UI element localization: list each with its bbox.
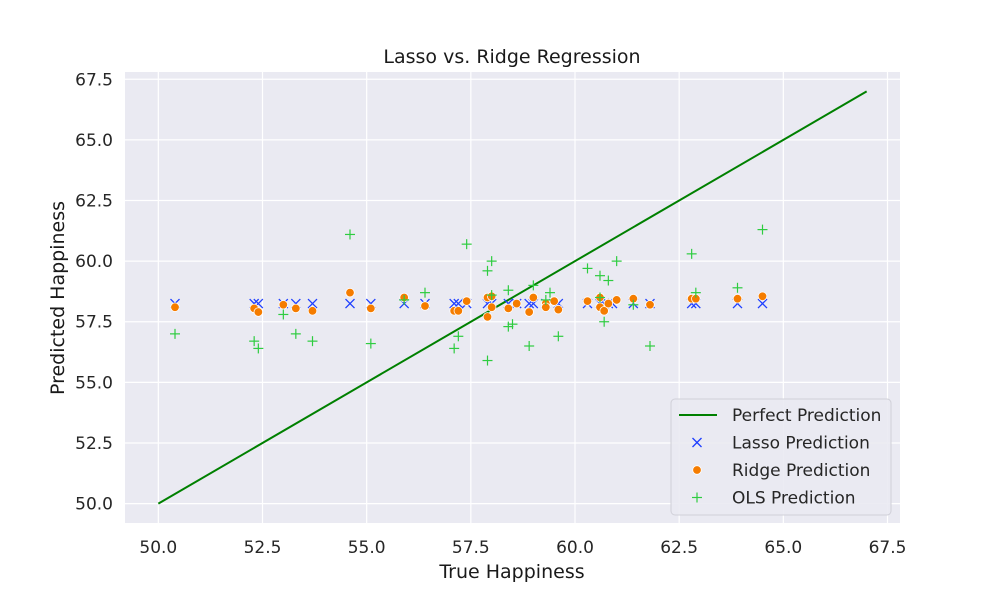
ols-point [420, 287, 430, 298]
legend-lasso-point-swatch [692, 437, 702, 448]
legend-label: Ridge Prediction [732, 461, 870, 481]
ols-point [449, 343, 460, 354]
ridge-point [291, 303, 301, 314]
ols-point [290, 328, 301, 339]
x-tick-label: 55.0 [348, 538, 386, 558]
ols-point [365, 338, 376, 349]
ridge-point [307, 306, 318, 316]
x-axis-label: True Happiness [438, 561, 584, 583]
ridge-point [528, 292, 539, 303]
ridge-point [511, 298, 522, 309]
ols-point [645, 340, 655, 351]
ridge-point [611, 295, 622, 305]
ridge-point [253, 307, 264, 317]
ridge-point [549, 296, 559, 306]
perfect-prediction-line [157, 90, 868, 505]
y-tick-label: 62.5 [75, 192, 113, 212]
y-tick-label: 65.0 [75, 131, 113, 151]
ridge-point [582, 296, 593, 306]
ols-point [690, 287, 701, 298]
ols-point [253, 343, 264, 354]
legend-label: Lasso Prediction [732, 434, 870, 454]
ridge-point [170, 302, 180, 312]
ols-point [757, 224, 768, 235]
x-tick-label: 67.5 [869, 538, 907, 558]
lasso-point [345, 298, 355, 309]
x-tick-label: 57.5 [452, 538, 490, 558]
ridge-point [732, 294, 743, 304]
ridge-point [599, 306, 609, 316]
data-marks [157, 90, 868, 505]
y-tick-label: 55.0 [75, 373, 113, 393]
ols-point [503, 285, 514, 296]
ols-point [507, 319, 518, 330]
x-tick-label: 62.5 [660, 538, 698, 558]
ols-point [486, 290, 497, 301]
ols-point [595, 270, 605, 281]
ridge-point [757, 291, 768, 301]
y-tick-label: 60.0 [75, 252, 113, 272]
ols-point [249, 336, 260, 347]
ols-point [486, 256, 497, 267]
x-tick-label: 52.5 [244, 538, 282, 558]
x-tick-label: 50.0 [139, 538, 177, 558]
y-tick-label: 67.5 [75, 70, 113, 90]
ridge-point [553, 304, 564, 315]
ols-point [553, 331, 564, 342]
ols-point [461, 239, 472, 250]
ols-point [453, 331, 464, 342]
ols-point [170, 328, 180, 339]
ridge-point [645, 300, 655, 310]
ols-point [686, 248, 697, 259]
legend-box [670, 398, 892, 516]
ols-point [628, 299, 639, 310]
chart-title: Lasso vs. Ridge Regression [383, 46, 640, 68]
ridge-point [486, 302, 497, 312]
legend-label: OLS Prediction [732, 489, 856, 509]
ols-point [307, 336, 318, 347]
ridge-point [482, 312, 493, 322]
ols-point [545, 287, 555, 298]
x-tick-label: 60.0 [556, 538, 594, 558]
ridge-point [420, 301, 430, 311]
ols-point [528, 280, 539, 291]
ols-point [524, 340, 535, 351]
ridge-point [503, 303, 514, 314]
ridge-point [453, 306, 464, 316]
legend-ridge-point-swatch [692, 465, 702, 475]
ols-point [732, 282, 743, 293]
ols-point [599, 316, 610, 327]
y-tick-label: 57.5 [75, 313, 113, 333]
legend-ols-point-swatch [692, 492, 702, 503]
ridge-point [366, 303, 376, 314]
ols-point [399, 294, 410, 305]
y-tick-label: 52.5 [75, 434, 113, 454]
ols-point [278, 309, 289, 320]
y-tick-label: 50.0 [75, 495, 113, 515]
ols-point [603, 275, 614, 286]
legend-label: Perfect Prediction [732, 406, 881, 426]
lasso-point [307, 298, 318, 309]
ols-point [611, 256, 622, 267]
ridge-point [524, 307, 534, 317]
ols-point [482, 355, 493, 366]
ols-point [503, 321, 514, 332]
ridge-point [345, 287, 355, 298]
ridge-point [278, 300, 289, 310]
ols-point [482, 265, 493, 276]
ols-point [582, 263, 593, 274]
x-tick-label: 65.0 [764, 538, 802, 558]
ols-point [345, 229, 355, 240]
ols-point [595, 292, 605, 303]
ridge-point [603, 298, 614, 309]
ridge-point [461, 296, 472, 306]
ols-point [540, 294, 551, 305]
legend: Perfect Prediction Lasso Prediction Ridge … [670, 398, 892, 516]
y-axis-label: Predicted Happiness [47, 201, 69, 395]
lasso-point [757, 298, 768, 309]
tick-labels: 50.0 52.5 55.0 57.5 60.0 62.5 65.0 67.5 50.0 52.5… [75, 70, 906, 558]
